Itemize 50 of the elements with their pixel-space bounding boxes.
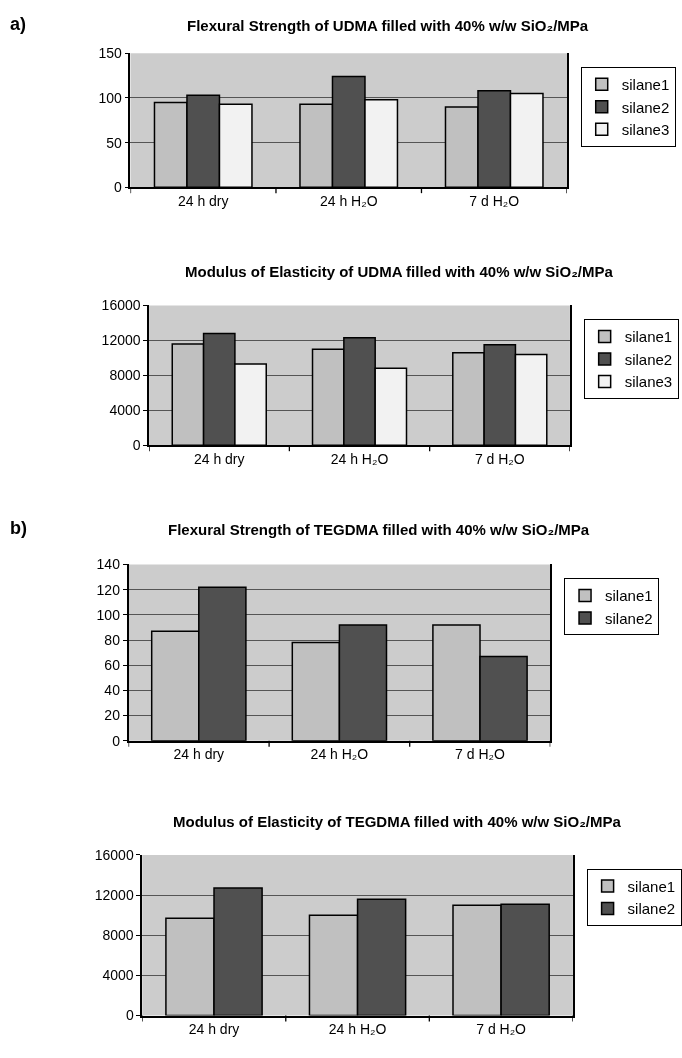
legend-label: silane1 — [621, 76, 670, 94]
y-tick-label: 0 — [114, 179, 123, 196]
y-tick-label: 100 — [96, 606, 121, 623]
legend-label: silane1 — [605, 587, 653, 605]
x-tick-label: 7 d H₂O — [476, 1021, 527, 1038]
y-tick-label: 0 — [112, 732, 121, 749]
y-tick-label: 150 — [98, 45, 123, 62]
x-tick-label: 24 h dry — [193, 450, 245, 467]
x-tick-label: 7 d H₂O — [469, 192, 520, 209]
y-tick-label: 120 — [96, 581, 121, 598]
x-tick-label: 24 h H₂O — [310, 746, 369, 763]
text: b) — [10, 518, 27, 538]
chart-title: Modulus of Elasticity of TEGDMA filled with 40% w/w SiO₂/MPa — [173, 813, 622, 830]
y-tick-label: 16000 — [94, 846, 134, 863]
x-tick-label: 24 h dry — [173, 746, 225, 763]
y-tick-label: 4000 — [102, 967, 134, 984]
chart-title: Modulus of Elasticity of UDMA filled with 40% w/w SiO₂/MPa — [185, 263, 614, 280]
legend-label: silane1 — [624, 328, 673, 346]
legend-label: silane2 — [624, 350, 673, 368]
y-tick-label: 12000 — [101, 332, 141, 349]
y-tick-label: 50 — [106, 134, 123, 151]
y-tick-label: 60 — [104, 657, 121, 674]
y-tick-label: 0 — [132, 437, 141, 454]
x-tick-label: 7 d H₂O — [474, 450, 525, 467]
legend-label: silane2 — [605, 609, 653, 627]
y-tick-label: 80 — [104, 631, 121, 648]
y-tick-label: 100 — [98, 89, 123, 106]
y-tick-label: 8000 — [109, 367, 141, 384]
x-tick-label: 24 h dry — [177, 192, 229, 209]
legend-label: silane1 — [627, 877, 676, 895]
legend-label: silane2 — [621, 98, 670, 116]
y-tick-label: 20 — [104, 707, 121, 724]
x-tick-label: 7 d H₂O — [455, 746, 505, 763]
y-tick-label: 8000 — [102, 927, 134, 944]
x-tick-label: 24 h H₂O — [330, 450, 389, 467]
x-tick-label: 24 h H₂O — [319, 192, 378, 209]
chart-title: Flexural Strength of TEGDMA filled with 40% w/w SiO₂/MPa — [168, 521, 590, 538]
legend-label: silane3 — [621, 121, 670, 139]
legend-label: silane3 — [624, 373, 673, 391]
legend-label: silane2 — [627, 900, 676, 918]
y-tick-label: 40 — [104, 682, 121, 699]
y-tick-label: 12000 — [94, 887, 134, 904]
text: a) — [10, 14, 27, 34]
y-tick-label: 4000 — [109, 402, 141, 419]
y-tick-label: 140 — [96, 556, 121, 573]
y-tick-label: 0 — [125, 1007, 134, 1024]
x-tick-label: 24 h dry — [188, 1021, 240, 1038]
chart-title: Flexural Strength of UDMA filled with 40% w/w SiO₂/MPa — [187, 17, 589, 34]
y-tick-label: 16000 — [101, 297, 141, 314]
x-tick-label: 24 h H₂O — [328, 1021, 387, 1038]
